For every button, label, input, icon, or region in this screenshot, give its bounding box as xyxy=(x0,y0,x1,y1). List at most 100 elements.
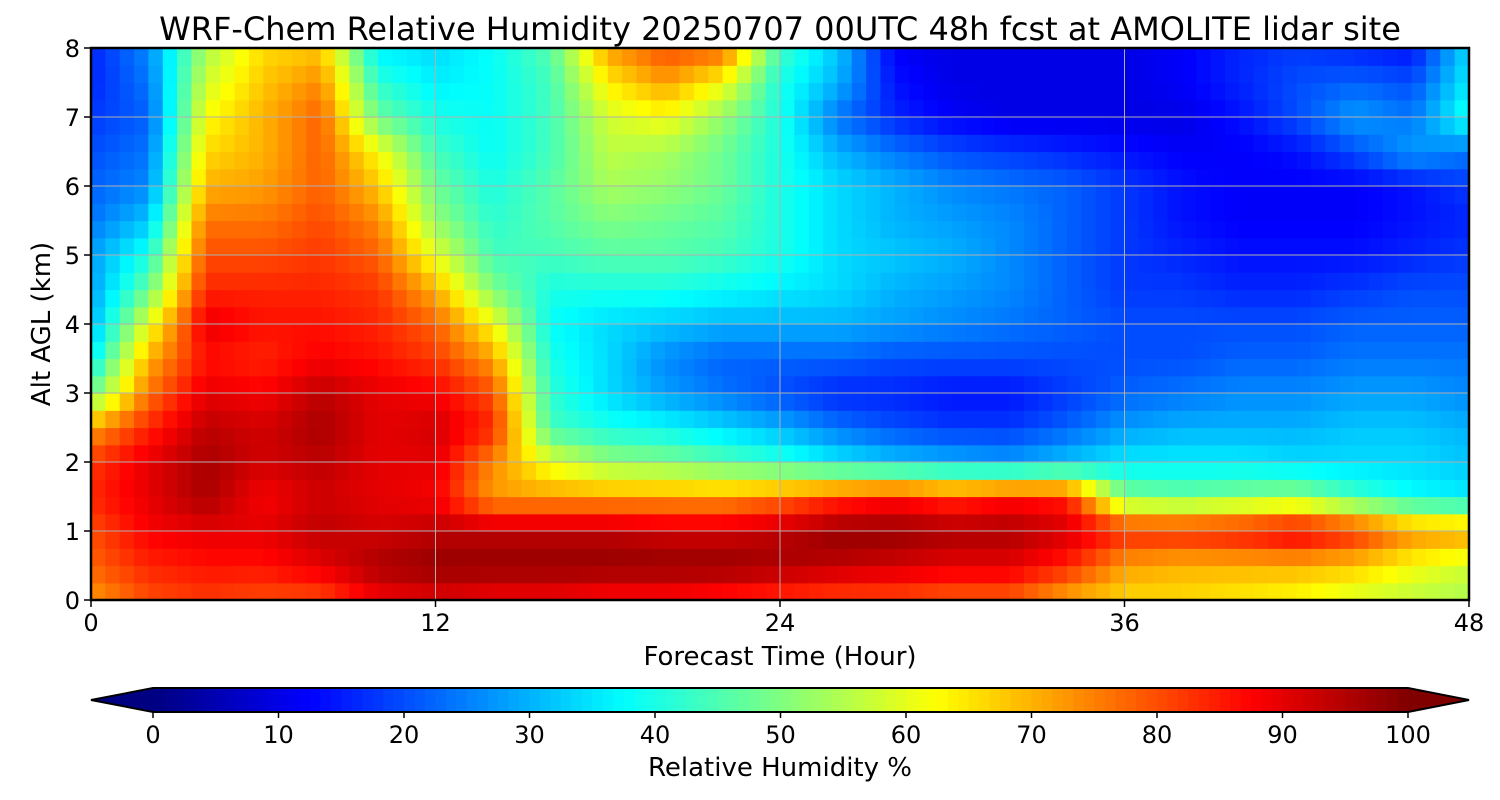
heat-cell xyxy=(435,117,451,135)
heat-cell xyxy=(708,134,724,153)
heat-cell xyxy=(1296,358,1312,377)
heat-cell xyxy=(449,427,465,446)
heat-cell xyxy=(119,203,135,222)
heat-cell xyxy=(665,548,681,567)
heat-cell xyxy=(464,151,480,170)
heat-cell xyxy=(1038,582,1054,600)
heat-cell xyxy=(291,358,307,377)
heat-cell xyxy=(751,203,767,222)
x-axis-ticks: 0 12 24 36 48 xyxy=(83,600,1484,637)
heat-cell xyxy=(894,48,910,66)
heat-cell xyxy=(277,186,293,204)
heat-cell xyxy=(492,289,508,308)
heat-cell xyxy=(1325,513,1341,532)
heat-cell xyxy=(765,496,781,515)
heat-cell xyxy=(191,513,207,532)
heat-cell xyxy=(478,582,494,600)
heat-cell xyxy=(1095,410,1111,429)
heat-cell xyxy=(421,134,437,153)
heat-cell xyxy=(105,393,121,411)
heat-cell xyxy=(1095,582,1111,600)
heat-cell xyxy=(177,427,193,446)
heat-cell xyxy=(1311,479,1327,498)
heat-cell xyxy=(679,393,695,411)
heat-cell xyxy=(1325,548,1341,567)
heat-cell xyxy=(837,375,853,394)
heat-cell xyxy=(392,375,408,394)
heat-cell xyxy=(894,410,910,429)
heat-cell xyxy=(1124,255,1140,273)
heat-cell xyxy=(1024,306,1039,325)
colorbar-segment xyxy=(1031,688,1043,712)
heat-cell xyxy=(1311,548,1327,567)
heat-cell xyxy=(492,341,508,360)
heat-cell xyxy=(435,203,451,222)
heat-cell xyxy=(406,99,422,118)
heat-cell xyxy=(880,582,896,600)
heat-cell xyxy=(1454,289,1469,308)
heat-cell xyxy=(1397,513,1413,532)
heat-cell xyxy=(579,548,594,567)
heat-cell xyxy=(851,220,867,239)
heat-cell xyxy=(636,151,652,170)
heat-cell xyxy=(808,99,824,118)
heat-cell xyxy=(1038,48,1054,66)
heat-cell xyxy=(866,531,882,549)
heat-cell xyxy=(306,151,322,170)
heat-cell xyxy=(421,358,437,377)
heat-cell xyxy=(1024,410,1039,429)
heat-cell xyxy=(449,99,465,118)
heat-cell xyxy=(1311,565,1327,584)
heat-cell xyxy=(736,358,752,377)
heat-cell xyxy=(880,203,896,222)
heat-cell xyxy=(665,393,681,411)
heat-cell xyxy=(1325,375,1341,394)
heat-cell xyxy=(708,410,724,429)
heat-cell xyxy=(952,462,968,480)
heat-cell xyxy=(679,427,695,446)
heat-cell xyxy=(1268,341,1283,360)
heat-cell xyxy=(550,168,566,187)
heat-cell xyxy=(306,220,322,239)
colorbar-segment xyxy=(466,688,478,712)
heat-cell xyxy=(1325,99,1341,118)
heat-cell xyxy=(780,168,795,187)
heat-cell xyxy=(693,513,709,532)
heat-cell xyxy=(1038,496,1054,515)
heat-cell xyxy=(1253,444,1269,463)
heat-cell xyxy=(1095,444,1111,463)
colorbar-extend-low xyxy=(91,688,153,712)
heat-cell xyxy=(521,324,537,342)
heat-cell xyxy=(679,134,695,153)
heat-cell xyxy=(1368,548,1384,567)
heat-cell xyxy=(1354,393,1370,411)
heat-cell xyxy=(349,444,365,463)
heat-cell xyxy=(837,48,853,66)
heat-cell xyxy=(148,237,164,256)
heat-cell xyxy=(1282,393,1298,411)
colorbar-segment xyxy=(1052,688,1064,712)
heat-cell xyxy=(1210,272,1226,291)
heat-cell xyxy=(937,255,953,273)
heat-cell xyxy=(1081,513,1097,532)
heat-cell xyxy=(205,186,221,204)
heat-cell xyxy=(751,82,767,101)
heat-cell xyxy=(722,255,738,273)
heat-cell xyxy=(952,375,968,394)
heat-cell xyxy=(1268,496,1283,515)
heat-cell xyxy=(392,548,408,567)
heat-cell xyxy=(105,479,121,498)
heat-cell xyxy=(177,548,193,567)
heat-cell xyxy=(1110,513,1126,532)
heat-cell xyxy=(894,358,910,377)
heat-cell xyxy=(134,82,150,101)
heat-cell xyxy=(765,151,781,170)
heat-cell xyxy=(535,582,551,600)
heat-cell xyxy=(134,444,150,463)
heat-cell xyxy=(1052,151,1068,170)
heat-cell xyxy=(392,186,408,204)
heat-cell xyxy=(923,393,939,411)
heat-cell xyxy=(1296,444,1312,463)
colorbar-segment xyxy=(1230,688,1242,712)
heat-cell xyxy=(808,565,824,584)
